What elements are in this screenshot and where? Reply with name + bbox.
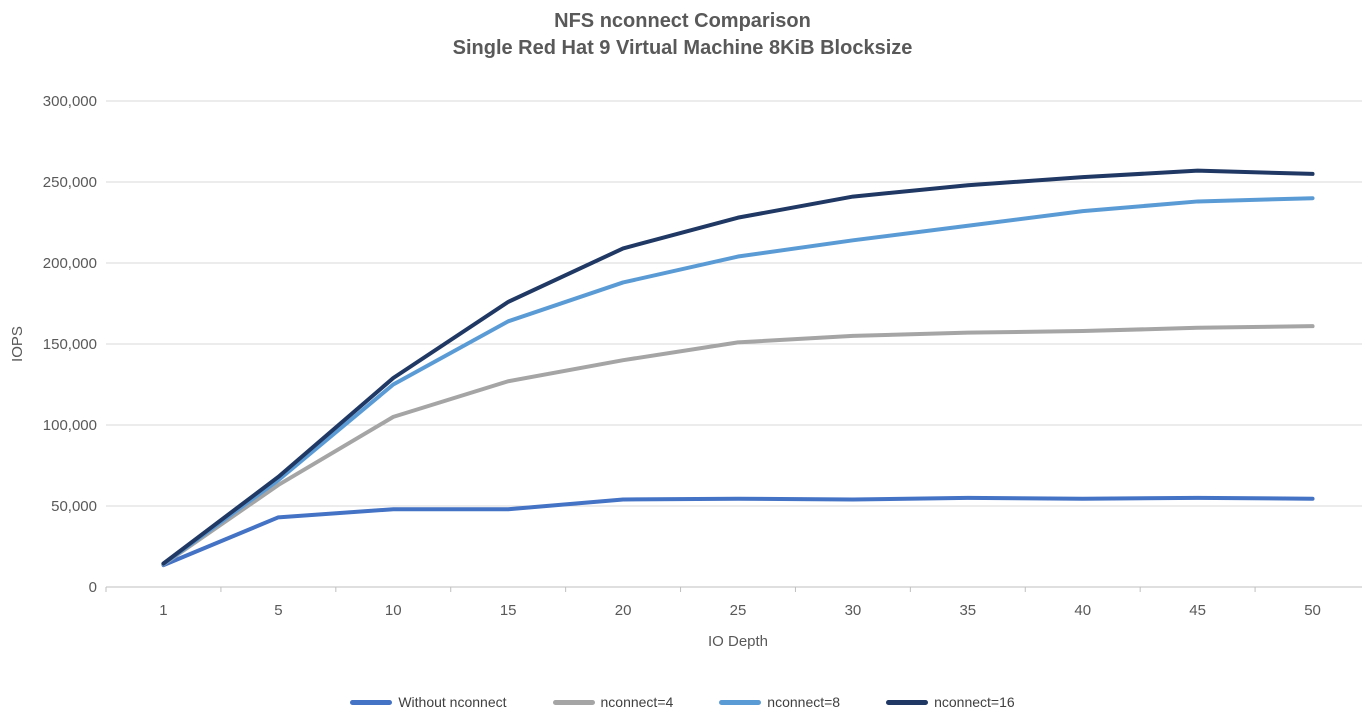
legend-item-nconnect-16: nconnect=16 xyxy=(886,694,1015,710)
y-tick-label: 150,000 xyxy=(43,336,97,353)
x-tick-label: 5 xyxy=(274,602,282,619)
chart-title-block: NFS nconnect Comparison Single Red Hat 9… xyxy=(0,8,1365,62)
y-tick-label: 0 xyxy=(89,579,97,596)
legend: Without nconnect nconnect=4 nconnect=8 ncon… xyxy=(0,694,1365,710)
legend-label: Without nconnect xyxy=(398,694,507,710)
legend-item-without-nconnect: Without nconnect xyxy=(350,694,507,710)
x-tick-label: 25 xyxy=(730,602,747,619)
x-tick-label: 15 xyxy=(500,602,517,619)
x-tick-label: 50 xyxy=(1304,602,1321,619)
x-tick-label: 30 xyxy=(845,602,862,619)
y-tick-label: 300,000 xyxy=(43,93,97,110)
y-tick-label: 100,000 xyxy=(43,417,97,434)
x-tick-label: 35 xyxy=(959,602,976,619)
legend-item-nconnect-4: nconnect=4 xyxy=(552,694,674,710)
series-line-nconnect-16 xyxy=(161,168,1315,566)
legend-label: nconnect=16 xyxy=(934,694,1015,710)
chart-subtitle: Single Red Hat 9 Virtual Machine 8KiB Bl… xyxy=(452,37,913,59)
y-tick-label: 250,000 xyxy=(43,174,97,191)
y-tick-label: 200,000 xyxy=(43,255,97,272)
x-tick-label: 10 xyxy=(385,602,402,619)
series-line-nconnect-4 xyxy=(161,324,1315,567)
x-axis-title: IO Depth xyxy=(708,633,768,650)
y-axis-title: IOPS xyxy=(9,326,26,362)
x-tick-label: 20 xyxy=(615,602,632,619)
legend-swatch-icon xyxy=(719,699,762,705)
y-tick-label: 50,000 xyxy=(51,498,97,515)
chart-title: NFS nconnect Comparison xyxy=(554,10,811,32)
series-line-without-nconnect xyxy=(161,495,1315,568)
x-tick-label: 1 xyxy=(159,602,167,619)
legend-swatch-icon xyxy=(350,699,393,705)
legend-swatch-icon xyxy=(552,699,595,705)
legend-swatch-icon xyxy=(886,699,929,705)
x-tick-label: 40 xyxy=(1074,602,1091,619)
series-line-nconnect-8 xyxy=(161,196,1315,566)
x-tick-label: 45 xyxy=(1189,602,1206,619)
legend-label: nconnect=8 xyxy=(767,694,841,710)
legend-item-nconnect-8: nconnect=8 xyxy=(719,694,840,710)
legend-label: nconnect=4 xyxy=(600,694,674,710)
